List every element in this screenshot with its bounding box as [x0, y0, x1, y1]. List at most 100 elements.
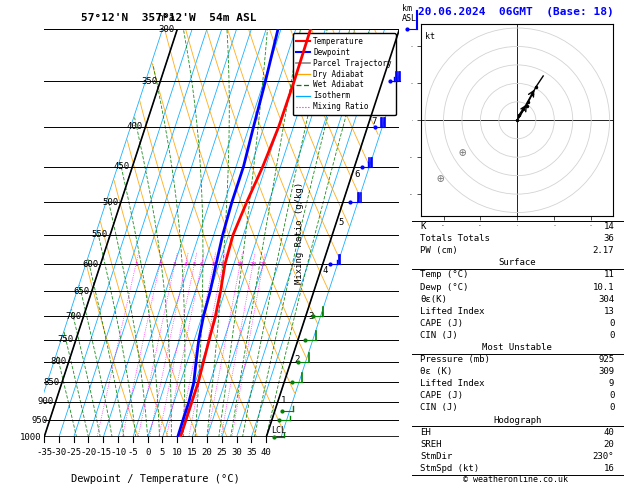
Text: 40: 40	[261, 448, 272, 457]
Text: 1000: 1000	[20, 433, 42, 442]
Text: 1: 1	[281, 397, 286, 405]
Text: 13: 13	[604, 307, 615, 316]
Text: kt: kt	[425, 32, 435, 41]
Text: -35: -35	[36, 448, 52, 457]
Text: 800: 800	[50, 357, 67, 366]
Text: 8: 8	[390, 61, 395, 70]
Text: 2: 2	[294, 355, 299, 364]
Text: Dewpoint / Temperature (°C): Dewpoint / Temperature (°C)	[70, 474, 240, 484]
Text: Totals Totals: Totals Totals	[420, 234, 490, 243]
Text: 0: 0	[609, 331, 615, 340]
Text: Most Unstable: Most Unstable	[482, 343, 552, 352]
Text: 20: 20	[604, 440, 615, 449]
Text: 8: 8	[211, 261, 215, 267]
Text: Temp (°C): Temp (°C)	[420, 270, 469, 279]
Text: 7: 7	[372, 117, 377, 126]
Text: 850: 850	[43, 378, 60, 387]
Text: 0: 0	[609, 403, 615, 413]
Text: 10.1: 10.1	[593, 282, 615, 292]
Text: StmSpd (kt): StmSpd (kt)	[420, 464, 479, 473]
Text: 5: 5	[192, 261, 196, 267]
Text: 1: 1	[134, 261, 138, 267]
Text: EH: EH	[420, 428, 431, 436]
Text: 304: 304	[598, 295, 615, 304]
Text: 925: 925	[598, 355, 615, 364]
Text: 20.06.2024  06GMT  (Base: 18): 20.06.2024 06GMT (Base: 18)	[418, 7, 614, 17]
Text: 10: 10	[219, 261, 226, 267]
Text: 350: 350	[142, 77, 158, 86]
Text: 57°12'N  357°12'W  54m ASL: 57°12'N 357°12'W 54m ASL	[81, 13, 256, 23]
Text: 600: 600	[82, 260, 98, 269]
Text: -30: -30	[51, 448, 67, 457]
Text: Dewp (°C): Dewp (°C)	[420, 282, 469, 292]
Text: 4: 4	[323, 266, 328, 276]
Text: 950: 950	[31, 416, 47, 424]
Text: 4: 4	[184, 261, 187, 267]
Text: 6: 6	[355, 170, 360, 178]
Text: 3: 3	[308, 312, 313, 321]
Text: 15: 15	[237, 261, 244, 267]
Text: CIN (J): CIN (J)	[420, 331, 458, 340]
Text: 550: 550	[92, 230, 108, 239]
Text: CIN (J): CIN (J)	[420, 403, 458, 413]
Text: 10: 10	[172, 448, 182, 457]
Text: SREH: SREH	[420, 440, 442, 449]
Text: 2: 2	[158, 261, 162, 267]
Text: 309: 309	[598, 367, 615, 376]
Text: 25: 25	[216, 448, 227, 457]
Text: 6: 6	[200, 261, 204, 267]
Text: ⊕: ⊕	[436, 173, 443, 186]
Text: 300: 300	[159, 25, 175, 34]
Text: Lifted Index: Lifted Index	[420, 307, 485, 316]
Text: Surface: Surface	[499, 259, 536, 267]
Text: CAPE (J): CAPE (J)	[420, 391, 464, 400]
Text: 700: 700	[65, 312, 81, 321]
Text: 20: 20	[201, 448, 213, 457]
Text: km
ASL: km ASL	[402, 4, 417, 23]
Text: 25: 25	[259, 261, 267, 267]
Text: θε (K): θε (K)	[420, 367, 453, 376]
Text: CAPE (J): CAPE (J)	[420, 319, 464, 328]
Text: hPa: hPa	[157, 13, 175, 23]
Text: 0: 0	[609, 391, 615, 400]
Text: -25: -25	[65, 448, 82, 457]
Text: θε(K): θε(K)	[420, 295, 447, 304]
Text: PW (cm): PW (cm)	[420, 246, 458, 255]
Text: 5: 5	[338, 218, 344, 227]
Text: -15: -15	[95, 448, 111, 457]
Text: 2.17: 2.17	[593, 246, 615, 255]
Text: 230°: 230°	[593, 452, 615, 461]
Text: StmDir: StmDir	[420, 452, 453, 461]
Text: 650: 650	[73, 287, 89, 296]
Text: 14: 14	[604, 222, 615, 231]
Text: 400: 400	[127, 122, 143, 131]
Text: 16: 16	[604, 464, 615, 473]
Legend: Temperature, Dewpoint, Parcel Trajectory, Dry Adiabat, Wet Adiabat, Isotherm, Mi: Temperature, Dewpoint, Parcel Trajectory…	[292, 33, 396, 115]
Text: Hodograph: Hodograph	[493, 416, 542, 425]
Text: -10: -10	[110, 448, 126, 457]
Text: 35: 35	[246, 448, 257, 457]
Text: ⊕: ⊕	[459, 147, 465, 160]
Text: 0: 0	[145, 448, 150, 457]
Text: 40: 40	[604, 428, 615, 436]
Text: 3: 3	[173, 261, 177, 267]
Text: 750: 750	[57, 335, 74, 345]
Text: Lifted Index: Lifted Index	[420, 379, 485, 388]
Text: -5: -5	[128, 448, 138, 457]
Text: 11: 11	[604, 270, 615, 279]
Text: 500: 500	[103, 198, 118, 207]
Text: 15: 15	[187, 448, 198, 457]
Text: LCL: LCL	[270, 426, 286, 435]
Text: Mixing Ratio (g/kg): Mixing Ratio (g/kg)	[295, 182, 304, 284]
Text: © weatheronline.co.uk: © weatheronline.co.uk	[464, 474, 568, 484]
Text: 20: 20	[249, 261, 257, 267]
Text: 0: 0	[609, 319, 615, 328]
Text: 36: 36	[604, 234, 615, 243]
Text: 900: 900	[37, 397, 53, 406]
Text: -20: -20	[81, 448, 96, 457]
Text: K: K	[420, 222, 426, 231]
Text: 5: 5	[160, 448, 165, 457]
Text: 30: 30	[231, 448, 242, 457]
Text: 9: 9	[609, 379, 615, 388]
Text: Pressure (mb): Pressure (mb)	[420, 355, 490, 364]
